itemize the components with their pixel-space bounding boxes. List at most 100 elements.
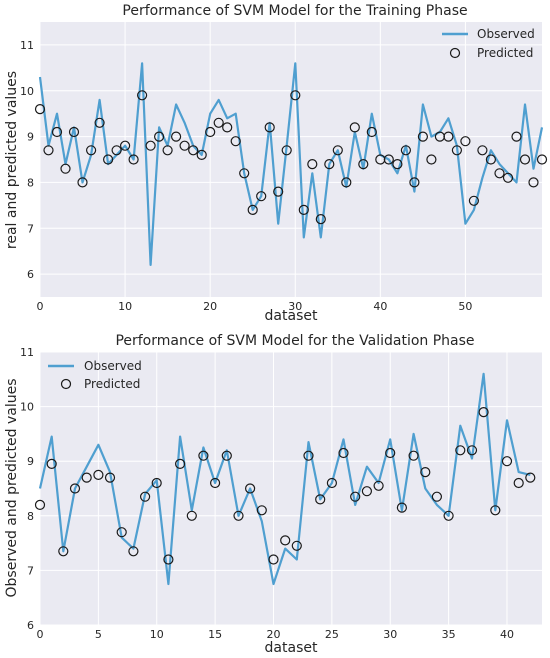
training-legend-predicted-label: Predicted [477,46,533,60]
training-predicted-point [477,145,488,156]
training-legend-predicted-swatch [449,47,461,59]
validation-predicted-point [490,505,501,516]
training-predicted-point [528,177,539,188]
training-predicted-point [519,154,531,165]
validation-legend-predicted-swatch [60,378,72,390]
validation-predicted-point [128,546,139,557]
validation-observed-series [38,372,531,586]
validation-predicted-point [268,554,279,565]
training-y-tick-label: 10 [20,85,34,98]
validation-legend-predicted-label: Predicted [84,377,140,391]
validation-title: Performance of SVM Model for the Validat… [115,333,474,349]
training-predicted-point [468,195,479,206]
validation-chart: Performance of SVM Model for the Validat… [4,333,542,656]
training-predicted-point [349,122,360,133]
validation-predicted-point [198,450,209,461]
training-title: Performance of SVM Model for the Trainin… [122,3,467,19]
training-predicted-point [102,154,114,165]
training-predicted-point [247,204,258,215]
validation-observed-line [38,372,531,586]
validation-predicted-point [361,486,372,497]
training-predicted-point [281,145,292,156]
validation-legend-observed-label: Observed [84,359,142,373]
validation-predicted-point [210,477,221,489]
validation-predicted-point [338,447,349,459]
validation-predicted-point [326,477,337,489]
validation-predicted-point [140,491,151,502]
training-predicted-point [34,103,46,115]
training-predicted-point [400,145,411,156]
validation-predicted-point [373,480,384,491]
training-predicted-point [239,168,250,179]
training-predicted-point [358,159,369,170]
training-predicted-point [154,131,165,142]
validation-x-ticks: 0 5 10 15 20 25 30 35 40 [37,628,514,641]
validation-x-tick-label: 0 [37,628,44,641]
training-predicted-point [324,159,335,170]
validation-predicted-point [455,445,466,456]
training-predicted-point [85,145,97,156]
training-predicted-point [460,136,471,147]
training-y-tick-label: 11 [20,39,34,52]
validation-predicted-point [221,450,232,461]
training-predicted-point [222,122,233,133]
training-predicted-point [264,122,275,133]
training-y-tick-label: 8 [27,176,34,189]
training-observed-line [38,62,544,266]
training-predicted-point [77,177,88,188]
validation-predicted-point [163,554,174,565]
training-predicted-point [196,149,207,160]
training-predicted-point [171,131,182,142]
training-predicted-point [392,159,403,170]
validation-predicted-point [315,494,326,505]
training-predicted-point [111,145,122,156]
validation-predicted-point [501,456,513,467]
validation-predicted-point [385,447,396,459]
validation-predicted-point [443,510,454,521]
validation-y-axis-label: Observed and predicted values [4,379,20,598]
training-predicted-point [443,131,454,142]
training-y-axis-label: real and predicted values [4,71,20,249]
validation-predicted-point [350,491,361,502]
training-predicted-point [290,90,301,101]
training-y-tick-label: 6 [27,268,34,281]
validation-predicted-point [116,527,127,538]
training-predicted-point [307,159,318,170]
training-y-tick-label: 9 [27,131,34,144]
training-predicted-point [332,145,343,156]
training-predicted-point [68,126,80,138]
validation-y-ticks: 6 7 8 9 10 11 [20,346,34,632]
training-x-ticks: 0 10 20 30 40 50 [37,300,473,313]
validation-predicted-point [291,540,302,551]
training-predicted-point [256,191,267,202]
training-predicted-point [273,186,284,197]
training-x-tick-label: 10 [118,300,132,313]
validation-predicted-point [303,450,314,461]
validation-x-tick-label: 40 [500,628,514,641]
training-predicted-point [137,90,148,101]
training-chart: Performance of SVM Model for the Trainin… [4,3,548,324]
training-predicted-point [536,154,548,165]
training-observed-series [38,62,544,266]
training-predicted-point [213,117,224,128]
validation-predicted-point [420,467,431,478]
validation-predicted-point [93,469,104,480]
training-predicted-point [205,126,216,138]
validation-predicted-point [525,472,536,483]
training-predicted-point [179,140,190,151]
validation-predicted-point [233,510,244,521]
training-predicted-point [128,154,139,165]
validation-y-tick-label: 10 [20,401,34,414]
validation-predicted-point [46,458,57,469]
validation-plot-area [40,352,542,625]
validation-predicted-point [104,472,116,483]
training-predicted-point [94,117,105,128]
validation-x-tick-label: 30 [383,628,397,641]
training-predicted-point [426,154,437,165]
validation-predicted-point [256,505,267,516]
validation-x-tick-label: 25 [325,628,339,641]
validation-x-axis-label: dataset [265,640,318,656]
validation-predicted-point [513,477,524,489]
validation-predicted-point [81,472,92,483]
